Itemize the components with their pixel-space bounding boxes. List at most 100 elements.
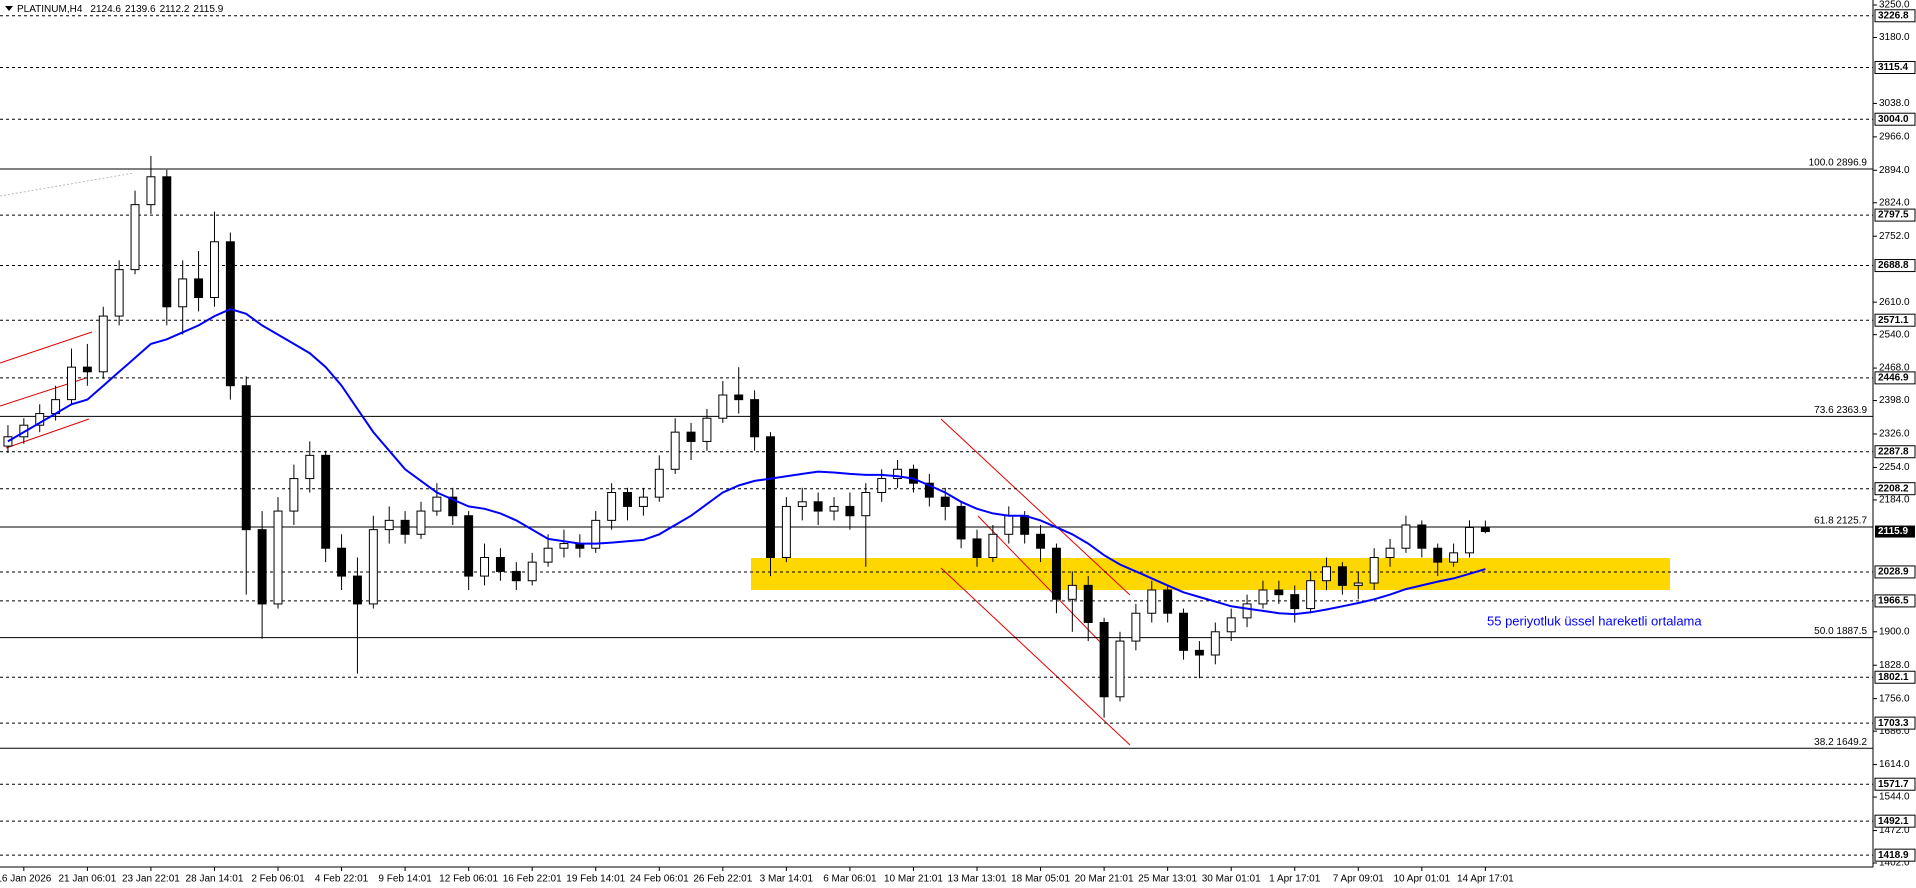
candle-body xyxy=(797,501,807,507)
candle-body xyxy=(861,492,871,517)
y-tick-label: 2752.0 xyxy=(1879,231,1910,242)
y-tick-label: 2468.0 xyxy=(1879,363,1910,374)
annotation: 55 periyotluk üssel hareketli ortalama xyxy=(1487,613,1702,628)
menu-arrow[interactable] xyxy=(5,6,13,11)
candle-body xyxy=(1369,557,1379,584)
x-tick-label: 24 Feb 06:01 xyxy=(630,874,689,885)
fibo-label: 73.6 2363.9 xyxy=(1814,405,1867,416)
x-tick-label: 12 Feb 06:01 xyxy=(439,874,498,885)
candle-body xyxy=(98,315,108,373)
x-tick-label: 16 Jan 2026 xyxy=(0,874,52,885)
candle-body xyxy=(448,496,458,517)
fibo-label: 38.2 1649.2 xyxy=(1814,737,1867,748)
fibo-label: 100.0 2896.9 xyxy=(1809,158,1868,169)
level-box xyxy=(1874,208,1916,222)
candle-body xyxy=(718,394,728,419)
candle-body xyxy=(321,454,331,549)
candle-body xyxy=(1465,527,1474,554)
y-tick-label: 2540.0 xyxy=(1879,329,1910,340)
ohlc-value: 2139.6 xyxy=(125,4,156,15)
candle-body xyxy=(178,278,188,308)
x-tick-label: 21 Jan 06:01 xyxy=(58,874,116,885)
x-tick-label: 20 Mar 21:01 xyxy=(1075,874,1134,885)
candle-body xyxy=(1385,547,1395,559)
candle-body xyxy=(1115,640,1125,698)
candle-body xyxy=(813,501,823,512)
fibo-label: 61.8 2125.7 xyxy=(1814,516,1867,527)
candle-body xyxy=(368,529,378,605)
x-tick-label: 30 Mar 01:01 xyxy=(1202,874,1261,885)
candle-body xyxy=(1258,589,1268,605)
candle-body xyxy=(527,561,537,582)
candle-body xyxy=(352,575,362,605)
level-label: 2797.5 xyxy=(1878,210,1909,221)
x-tick-label: 6 Mar 06:01 xyxy=(823,874,877,885)
level-box xyxy=(1874,482,1916,496)
candle-body xyxy=(384,519,394,531)
level-box xyxy=(1874,313,1916,327)
y-tick-label: 2894.0 xyxy=(1879,165,1910,176)
candle-body xyxy=(1433,547,1443,563)
candle-body xyxy=(1051,547,1061,600)
candle-body xyxy=(194,278,204,298)
y-tick-label: 1900.0 xyxy=(1879,626,1910,637)
candle-body xyxy=(686,431,696,442)
x-tick-label: 10 Mar 21:01 xyxy=(884,874,943,885)
candle-body xyxy=(1004,515,1014,535)
candle-body xyxy=(1401,524,1411,549)
candle-body xyxy=(1179,612,1189,651)
candle-body xyxy=(257,529,267,605)
x-tick-label: 10 Apr 01:01 xyxy=(1393,874,1450,885)
ema-line xyxy=(7,308,1486,616)
level-label: 2028.9 xyxy=(1878,567,1909,578)
y-tick-label: 1756.0 xyxy=(1879,693,1910,704)
candle-body xyxy=(400,519,410,535)
candle-body xyxy=(1020,515,1030,535)
candle-body xyxy=(559,543,569,549)
x-tick-label: 13 Mar 13:01 xyxy=(948,874,1007,885)
candle-body xyxy=(893,468,903,480)
y-tick-label: 3180.0 xyxy=(1879,32,1910,43)
candle-body xyxy=(1210,631,1220,656)
candle-body xyxy=(543,547,553,563)
channel-line xyxy=(940,567,1131,746)
price-label: 2115.9 xyxy=(1878,526,1908,537)
channel-line xyxy=(5,418,90,449)
channel-line xyxy=(940,418,1131,596)
y-tick-label: 2966.0 xyxy=(1879,131,1910,142)
y-tick-label: 2610.0 xyxy=(1879,297,1910,308)
candle-body xyxy=(1290,594,1300,610)
x-tick-label: 4 Feb 22:01 xyxy=(315,874,369,885)
level-box xyxy=(1874,594,1916,608)
x-tick-label: 23 Jan 22:01 xyxy=(122,874,180,885)
level-label: 1492.1 xyxy=(1878,816,1909,827)
level-label: 1703.3 xyxy=(1878,718,1909,729)
level-box xyxy=(1874,848,1916,862)
candle-body xyxy=(1337,566,1347,586)
level-box xyxy=(1874,565,1916,579)
level-box xyxy=(1874,371,1916,385)
candle-body xyxy=(845,505,855,517)
y-tick-label: 3038.0 xyxy=(1879,98,1910,109)
y-tick-label: 2398.0 xyxy=(1879,395,1910,406)
level-box xyxy=(1874,112,1916,126)
y-tick-label: 1472.0 xyxy=(1879,825,1910,836)
ohlc-value: 2112.2 xyxy=(160,4,190,15)
candle-body xyxy=(877,478,887,494)
candle-body xyxy=(82,366,92,373)
symbol: PLATINUM,H4 xyxy=(17,4,83,15)
level-box xyxy=(1874,777,1916,791)
candle-body xyxy=(940,496,950,507)
candle-body xyxy=(480,557,490,577)
candle-body xyxy=(734,394,744,401)
candle-body xyxy=(1322,566,1331,582)
candle-body xyxy=(114,269,124,317)
x-tick-label: 9 Feb 14:01 xyxy=(378,874,432,885)
level-label: 2287.8 xyxy=(1878,446,1909,457)
level-label: 2208.2 xyxy=(1878,483,1909,494)
y-tick-label: 1614.0 xyxy=(1879,759,1910,770)
candle-body xyxy=(591,519,601,549)
y-tick-label: 2184.0 xyxy=(1879,495,1910,506)
